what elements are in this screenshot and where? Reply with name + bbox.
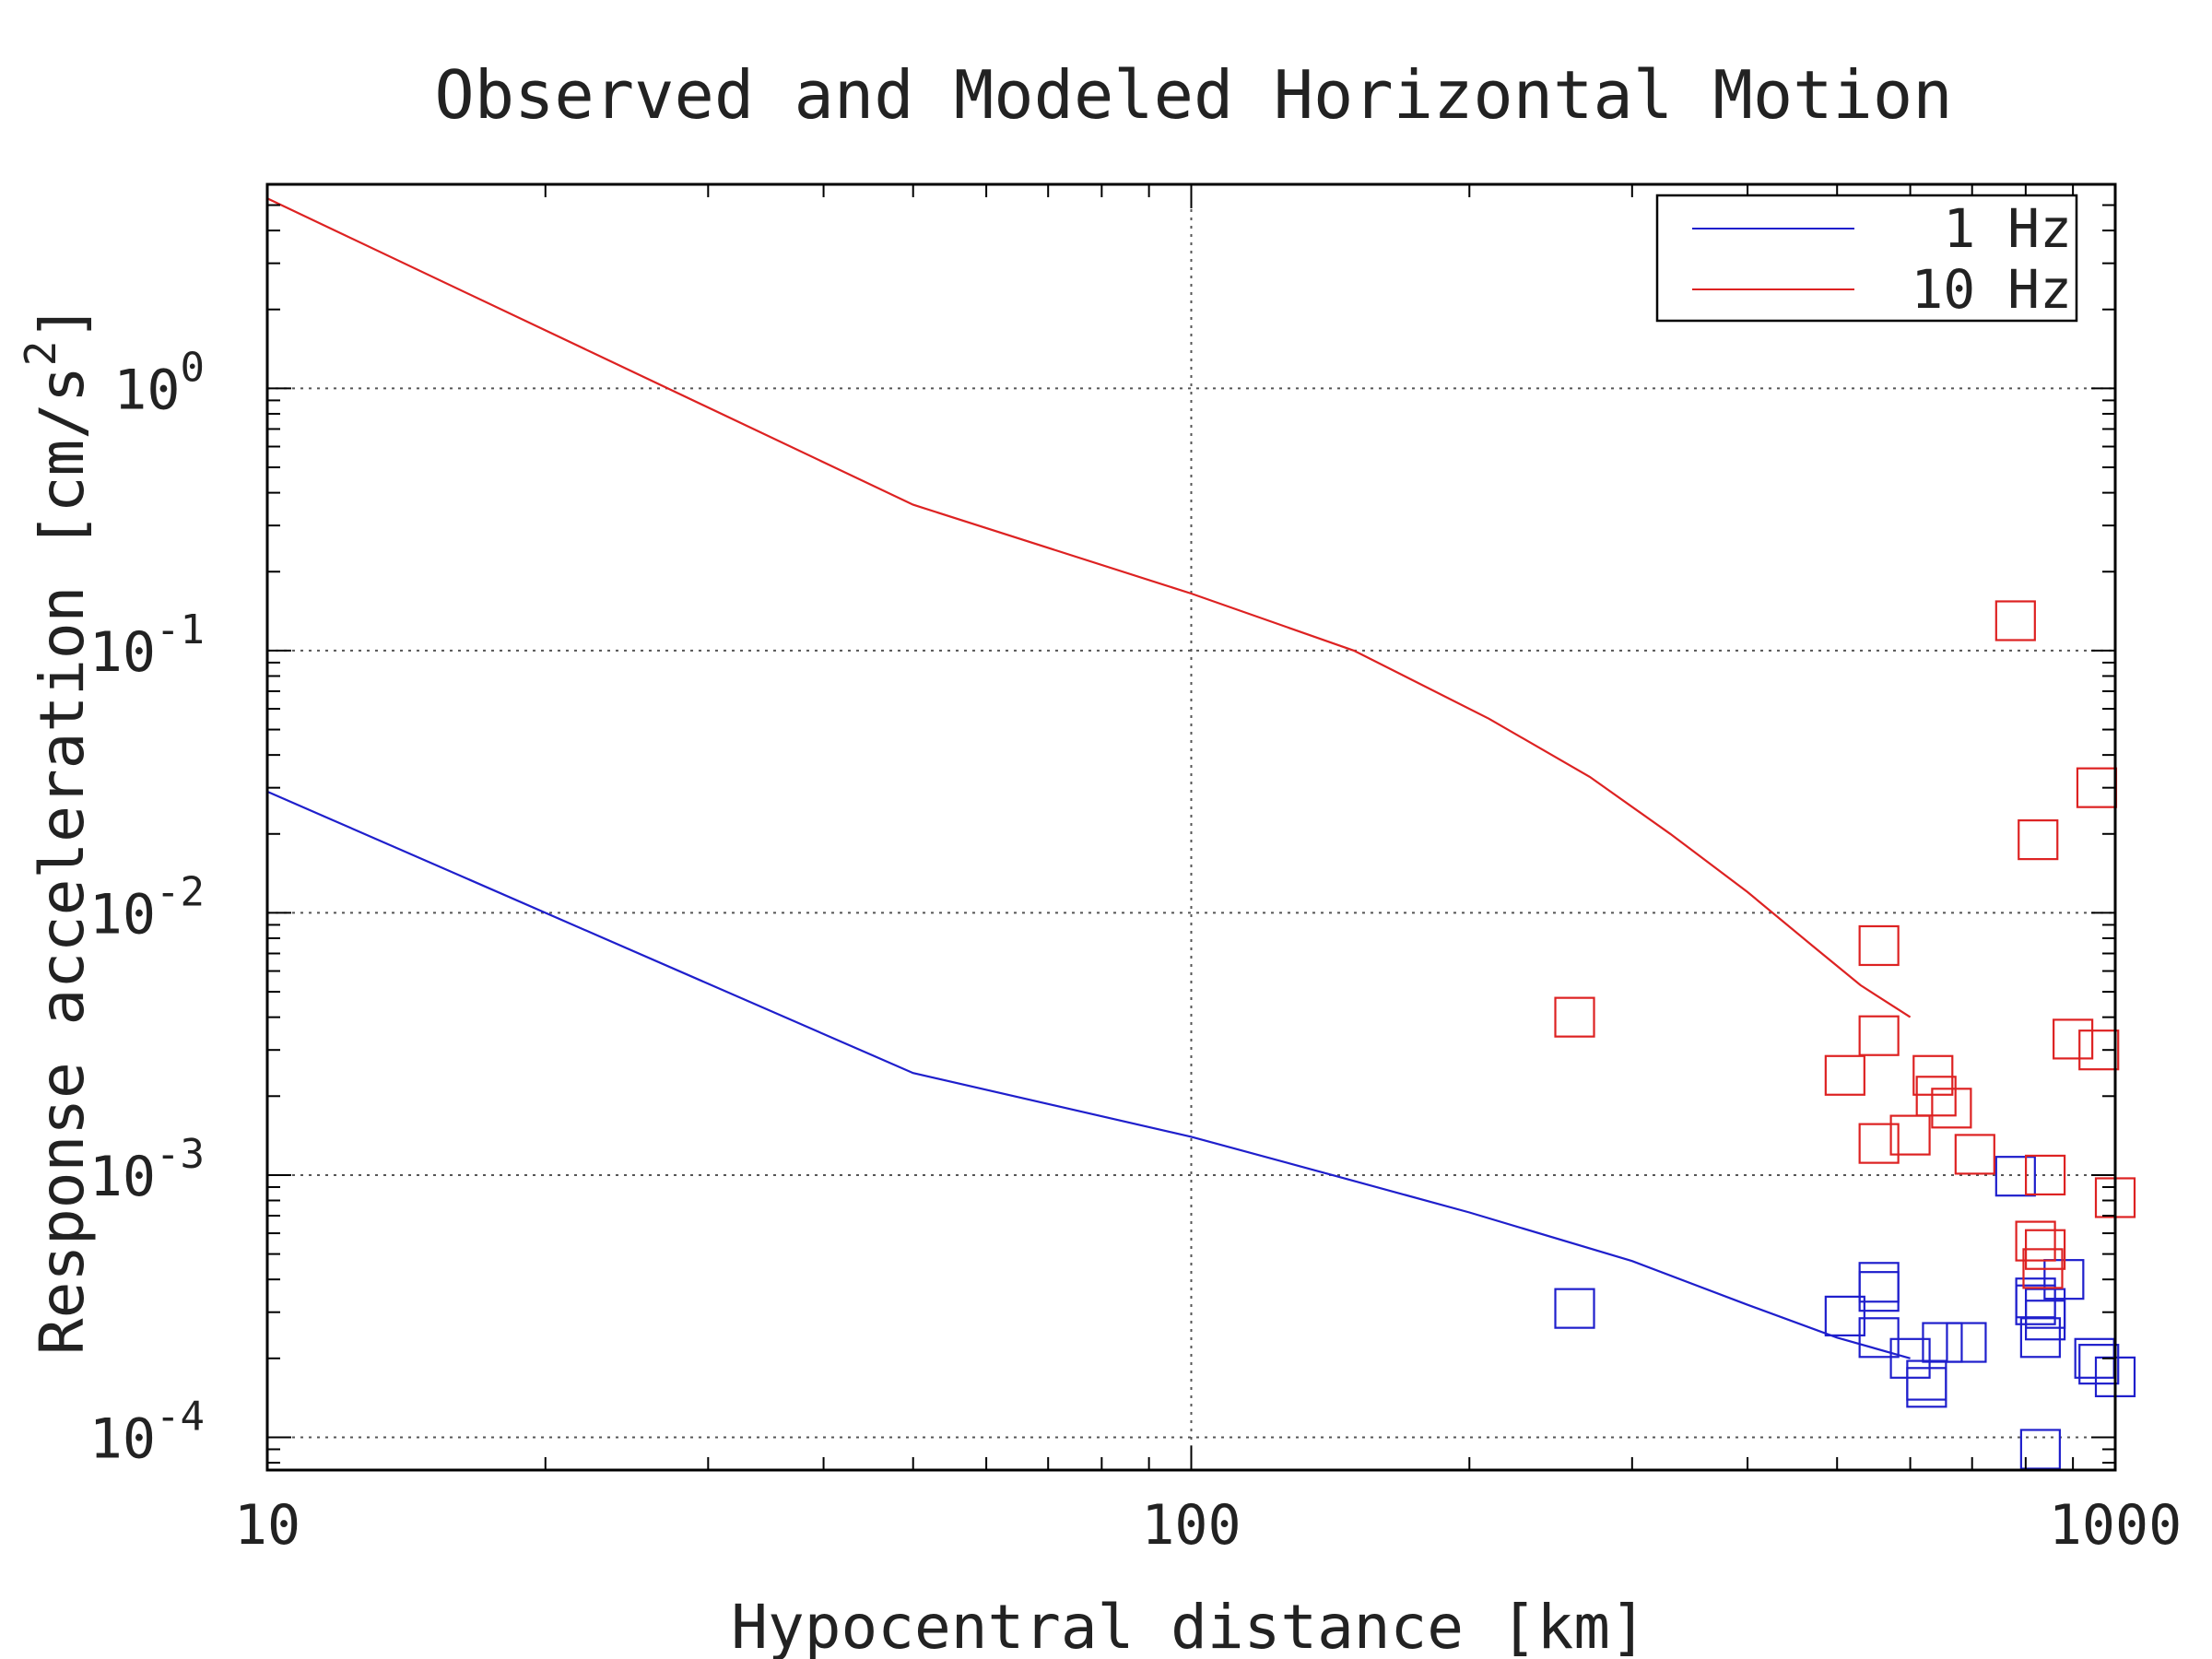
observed-point-10hz <box>2024 1154 2066 1196</box>
observed-point-1hz <box>1906 1359 1947 1401</box>
observed-point-10hz <box>1858 1015 1900 1056</box>
observed-point-10hz <box>1554 996 1595 1038</box>
y-axis-label-main: Response acceleration [cm/s <box>27 366 98 1355</box>
observed-point-10hz <box>1858 1123 1900 1164</box>
observed-point-1hz <box>1858 1271 1900 1312</box>
observed-point-10hz <box>1954 1134 1995 1175</box>
observed-point-10hz <box>2015 1220 2056 1262</box>
observed-point-1hz <box>1858 1262 1900 1303</box>
chart-title: Observed and Modeled Horizontal Motion <box>434 56 1952 134</box>
grid-layer <box>267 184 2115 1470</box>
observed-point-1hz <box>2019 1429 2061 1470</box>
tick-layer: 10 100 1000 10-4 10-3 10-2 10-1 100 <box>89 183 2183 1558</box>
observed-point-10hz <box>2053 1018 2094 1060</box>
observed-point-1hz <box>1889 1337 1931 1379</box>
observed-point-10hz <box>2078 1030 2120 1071</box>
y-tick-label: 10-3 <box>89 1131 205 1209</box>
observed-point-1hz <box>1994 1156 2036 1197</box>
x-tick-label: 1000 <box>2049 1493 2183 1558</box>
x-tick-label: 100 <box>1141 1493 1241 1558</box>
observed-point-1hz <box>2019 1317 2061 1359</box>
observed-point-10hz <box>1994 600 2036 641</box>
observed-point-1hz <box>1906 1367 1947 1408</box>
observed-point-1hz <box>1858 1317 1900 1359</box>
y-tick-label: 100 <box>113 344 205 422</box>
observed-point-10hz <box>2022 1248 2064 1289</box>
y-tick-label: 10-2 <box>89 868 205 947</box>
x-axis-label: Hypocentral distance [km] <box>731 1592 1646 1659</box>
observed-point-10hz <box>1889 1114 1931 1156</box>
observed-point-1hz <box>1824 1295 1865 1336</box>
y-tick-label: 10-1 <box>89 606 205 685</box>
observed-point-1hz <box>1554 1288 1595 1329</box>
observed-point-1hz <box>1922 1322 1963 1363</box>
observed-point-1hz <box>1946 1322 1987 1363</box>
legend-box <box>1655 194 2078 323</box>
y-tick-label: 10-4 <box>89 1393 205 1471</box>
observed-point-1hz <box>2024 1300 2066 1341</box>
model-line-10hz <box>266 197 1912 1018</box>
model-line-1hz <box>266 790 1911 1359</box>
observed-point-10hz <box>1915 1076 1957 1117</box>
legend-label-1hz: 1 Hz <box>1943 197 2072 260</box>
series-layer <box>266 197 2136 1470</box>
x-tick-label: 10 <box>234 1493 300 1558</box>
legend-label-10hz: 10 Hz <box>1911 258 2072 321</box>
observed-point-10hz <box>1824 1054 1865 1096</box>
observed-point-1hz <box>2078 1344 2120 1385</box>
observed-point-10hz <box>2018 819 2059 861</box>
y-axis-label: Response acceleration [cm/s2] <box>16 304 98 1355</box>
y-axis-label-superscript: 2 <box>16 341 65 367</box>
observed-point-10hz <box>1931 1088 1972 1129</box>
legend: 1 Hz 10 Hz <box>1655 194 2078 323</box>
observed-point-10hz <box>1858 924 1900 967</box>
observed-point-1hz <box>2015 1284 2056 1325</box>
y-axis-label-close: ] <box>27 304 98 341</box>
